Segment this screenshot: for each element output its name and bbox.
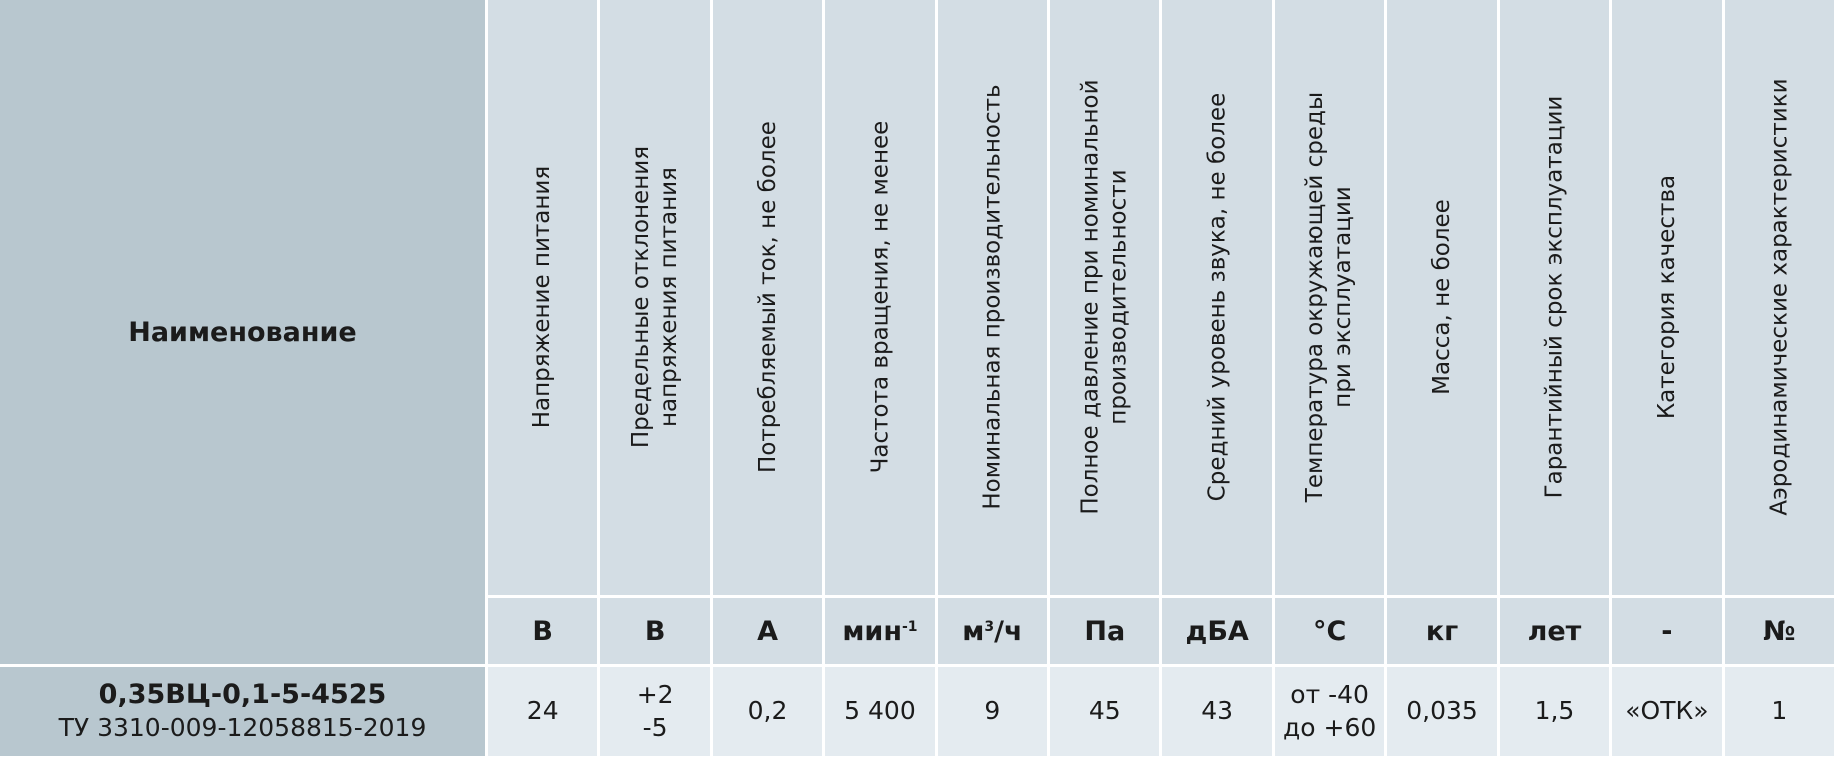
column-header-line: Гарантийный срок эксплуатации (1541, 96, 1568, 499)
unit-cell: лет (1499, 598, 1610, 664)
value-cell: 9 (937, 667, 1048, 756)
spec-table: Наименование Напряжение питания Предельны… (0, 0, 1834, 756)
column-header-text: Напряжение питания (529, 166, 557, 428)
column-header-line: Частота вращения, не менее (866, 121, 893, 474)
column-header-line: Средний уровень звука, не более (1204, 93, 1231, 502)
column-header-text: Полное давление при номинальной производи… (1077, 80, 1133, 515)
value-text: 45 (1088, 696, 1121, 726)
unit-cell: В (488, 598, 598, 664)
column-header: Полное давление при номинальной производи… (1050, 0, 1160, 595)
column-header-line: производительности (1105, 169, 1132, 426)
value-cell: 24 (488, 667, 598, 756)
value-text: от -40 (1290, 680, 1369, 709)
unit-label: кг (1425, 615, 1459, 647)
column-header-text: Категория качества (1653, 175, 1681, 419)
value-text: 0,035 (1406, 696, 1478, 726)
unit-label: лет (1527, 615, 1582, 647)
column-header-text: Частота вращения, не менее (866, 121, 894, 474)
value-cell: 0,035 (1387, 667, 1497, 756)
value-text: 0,2 (747, 696, 788, 726)
product-model: 0,35ВЦ-0,1-5-4525 (98, 679, 387, 711)
unit-cell: А (712, 598, 823, 664)
value-cell: 43 (1162, 667, 1272, 756)
unit-superscript: 3 (984, 619, 995, 635)
value-text: 5 400 (844, 696, 916, 726)
unit-label: А (757, 615, 778, 647)
column-header-line: Аэродинамические характеристики (1766, 78, 1793, 517)
column-header: Аэродинамические характеристики (1724, 0, 1834, 595)
value-cell: +2 -5 (600, 667, 710, 756)
column-header: Средний уровень звука, не более (1162, 0, 1272, 595)
column-header-text: Температура окружающей среды при эксплуат… (1302, 92, 1358, 502)
column-header-line: Полное давление при номинальной (1077, 79, 1104, 516)
unit-suffix: /ч (994, 615, 1023, 647)
name-header-cell: Наименование (0, 0, 485, 664)
product-spec: ТУ 3310-009-12058815-2019 (58, 713, 427, 743)
column-header: Напряжение питания (488, 0, 598, 595)
column-header-text: Масса, не более (1428, 200, 1456, 396)
column-header: Категория качества (1612, 0, 1722, 595)
unit-cell: - (1612, 598, 1722, 664)
value-text: 43 (1201, 696, 1234, 726)
unit-label: - (1661, 615, 1673, 647)
unit-label: м (962, 615, 985, 647)
column-header-line: Номинальная производительность (979, 84, 1006, 511)
value-cell: 5 400 (825, 667, 935, 756)
value-cell: 45 (1050, 667, 1160, 756)
unit-cell: м 3/ч (937, 598, 1048, 664)
unit-cell: № (1724, 598, 1834, 664)
value-cell: 1,5 (1499, 667, 1610, 756)
value-cell: 1 (1724, 667, 1834, 756)
unit-cell: °С (1274, 598, 1385, 664)
column-header: Частота вращения, не менее (825, 0, 935, 595)
value-text: 9 (984, 696, 1001, 726)
column-header-line: Предельные отклонения (628, 146, 655, 449)
unit-label: В (532, 615, 553, 647)
column-header-text: Номинальная производительность (978, 85, 1006, 510)
product-name-cell: 0,35ВЦ-0,1-5-4525 ТУ 3310-009-12058815-20… (0, 667, 485, 756)
unit-cell: Па (1050, 598, 1160, 664)
column-header-line: Масса, не более (1429, 199, 1456, 396)
column-header-text: Предельные отклонения напряжения питания (627, 146, 683, 448)
value-cell: от -40 до +60 (1274, 667, 1385, 756)
column-header: Предельные отклонения напряжения питания (600, 0, 710, 595)
unit-superscript: -1 (901, 619, 918, 635)
unit-label: °С (1312, 615, 1347, 647)
column-header-line: напряжения питания (656, 167, 683, 428)
value-text: -5 (642, 712, 668, 742)
column-header: Масса, не более (1387, 0, 1497, 595)
column-header: Номинальная производительность (937, 0, 1048, 595)
unit-label: № (1763, 615, 1796, 647)
unit-cell: мин -1 (825, 598, 935, 664)
column-header-text: Средний уровень звука, не более (1203, 93, 1231, 502)
value-text: 24 (526, 696, 559, 726)
column-header-line: Потребляемый ток, не более (754, 121, 781, 474)
value-text: до +60 (1282, 712, 1377, 742)
column-header-text: Гарантийный срок эксплуатации (1540, 96, 1568, 499)
value-cell: «ОТК» (1612, 667, 1722, 756)
value-text: +2 (636, 680, 674, 709)
value-text: 1,5 (1534, 696, 1575, 726)
column-header-line: Категория качества (1653, 175, 1680, 420)
column-header-text: Аэродинамические характеристики (1765, 79, 1793, 516)
value-cell: 0,2 (712, 667, 823, 756)
column-header-text: Потребляемый ток, не более (754, 122, 782, 474)
unit-label: Па (1084, 615, 1126, 647)
unit-label: дБА (1185, 615, 1249, 647)
column-header-line: Температура окружающей среды (1302, 92, 1329, 503)
column-header: Гарантийный срок эксплуатации (1499, 0, 1610, 595)
unit-label: В (644, 615, 666, 647)
value-text: «ОТК» (1625, 696, 1709, 726)
unit-cell: В (600, 598, 710, 664)
unit-cell: дБА (1162, 598, 1272, 664)
column-header: Потребляемый ток, не более (712, 0, 823, 595)
column-header-line: Напряжение питания (529, 166, 556, 429)
unit-cell: кг (1387, 598, 1497, 664)
name-header: Наименование (128, 316, 357, 348)
column-header: Температура окружающей среды при эксплуат… (1274, 0, 1385, 595)
value-text: 1 (1771, 696, 1788, 726)
unit-label: мин (842, 615, 902, 647)
column-header-line: при эксплуатации (1330, 186, 1357, 409)
